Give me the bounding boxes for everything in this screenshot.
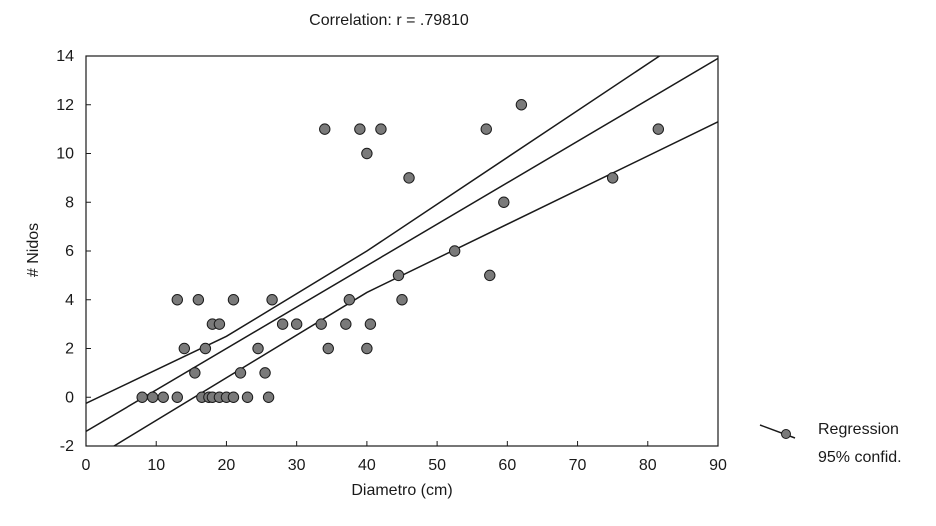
data-point [319, 123, 331, 135]
data-point [157, 391, 169, 403]
x-tick-label: 20 [218, 457, 236, 474]
data-point [343, 294, 356, 306]
data-point [498, 196, 510, 208]
chart-title: Correlation: r = .79810 [309, 12, 469, 29]
x-tick-label: 60 [498, 457, 516, 474]
y-axis-label: # Nidos [25, 223, 42, 277]
data-point [213, 318, 226, 330]
y-axis: -2 0 2 4 6 8 10 12 14 [56, 48, 91, 455]
regression-line [86, 57, 718, 433]
data-point [136, 391, 148, 403]
data-point [252, 342, 264, 355]
data-point [340, 318, 352, 330]
legend-entry-regression: Regression [818, 421, 899, 438]
legend-point-icon [781, 429, 791, 439]
regression-line-group [86, 57, 718, 433]
data-point [375, 123, 387, 135]
data-point [266, 294, 278, 306]
data-point [171, 294, 183, 306]
data-point [227, 294, 240, 306]
confidence-lower-line [112, 121, 718, 446]
data-point [262, 391, 275, 403]
data-point [234, 367, 247, 379]
y-tick-label: 12 [56, 97, 74, 114]
data-point [515, 99, 528, 111]
data-point [192, 294, 205, 306]
data-point [606, 172, 619, 184]
x-tick-label: 0 [82, 457, 91, 474]
data-point [361, 342, 373, 355]
x-tick-label: 90 [709, 457, 727, 474]
data-point [171, 391, 183, 403]
data-point [147, 391, 159, 403]
data-point [354, 123, 366, 135]
x-tick-label: 10 [147, 457, 165, 474]
y-tick-label: 6 [65, 243, 74, 260]
data-point [361, 147, 373, 160]
data-point [322, 342, 334, 355]
y-tick-label: 14 [56, 48, 74, 65]
data-point [652, 123, 665, 135]
x-tick-label: 30 [288, 457, 306, 474]
data-point [227, 391, 240, 403]
data-point [241, 391, 254, 403]
x-tick-label: 80 [639, 457, 657, 474]
data-point [178, 342, 191, 355]
x-tick-label: 50 [428, 457, 446, 474]
data-point [480, 123, 492, 135]
data-point [189, 367, 201, 379]
data-point [199, 342, 212, 355]
y-tick-label: 10 [56, 146, 74, 163]
y-tick-label: 2 [65, 341, 74, 358]
data-point [396, 294, 408, 306]
data-point [259, 367, 271, 379]
y-tick-label: 0 [65, 389, 74, 406]
data-points-group [136, 99, 665, 403]
data-point [403, 172, 415, 184]
data-point [392, 269, 405, 282]
x-tick-label: 70 [569, 457, 587, 474]
data-point [276, 318, 289, 330]
confidence-band-group [86, 56, 718, 446]
confidence-upper-line [86, 56, 661, 405]
data-point [315, 318, 327, 330]
x-tick-label: 40 [358, 457, 376, 474]
y-tick-label: 4 [65, 292, 74, 309]
legend: Regression 95% confid. [759, 421, 902, 466]
y-tick-label: -2 [60, 438, 74, 455]
data-point [364, 318, 377, 330]
legend-entry-confidence: 95% confid. [818, 449, 902, 466]
data-point [290, 318, 303, 330]
x-axis: 0 10 20 30 40 50 60 70 80 90 [82, 441, 727, 474]
data-point [484, 269, 496, 282]
y-tick-label: 8 [65, 194, 74, 211]
x-axis-label: Diametro (cm) [351, 482, 452, 499]
data-point [448, 245, 461, 257]
